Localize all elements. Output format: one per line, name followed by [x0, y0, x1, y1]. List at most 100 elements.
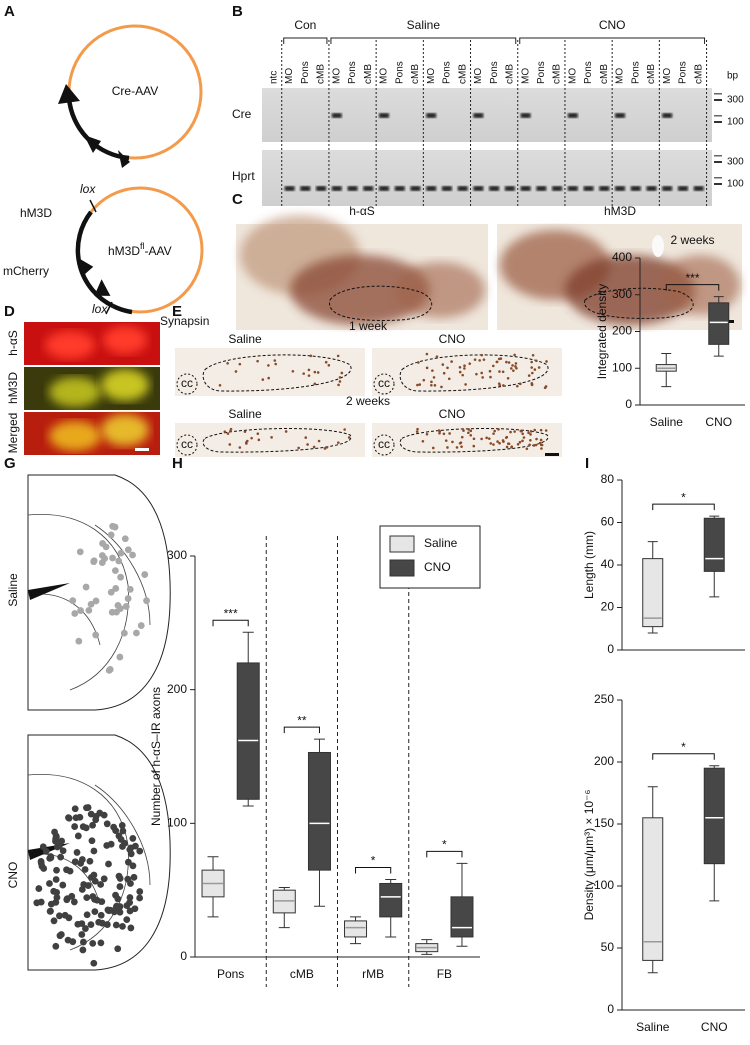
cell — [533, 368, 537, 371]
cell — [493, 429, 496, 433]
image-label: hM3D — [604, 204, 636, 218]
cc-outline — [176, 434, 198, 456]
cell — [507, 442, 510, 445]
cell-dot — [117, 549, 125, 557]
cell-dot — [107, 531, 115, 539]
significance-bracket — [665, 284, 720, 291]
cell — [472, 444, 476, 448]
cell-dot — [119, 923, 126, 930]
cell — [528, 443, 531, 447]
cell-dot — [143, 597, 150, 605]
cell — [509, 367, 513, 370]
cell-dot — [127, 850, 135, 858]
y-tick-label: 0 — [607, 1002, 614, 1016]
y-axis-label: Number of h-αS–IR axons — [149, 687, 163, 826]
cell — [418, 383, 422, 386]
cell-dot — [112, 921, 120, 929]
cell-dot — [78, 931, 86, 938]
cell — [238, 362, 242, 366]
cell-dot — [129, 551, 136, 559]
cell — [506, 376, 510, 380]
plasmid-name: hM3Dfl-AAV — [108, 241, 172, 258]
cell-dot — [87, 921, 95, 929]
cell-dot — [97, 911, 105, 919]
lane-label: Pons — [583, 61, 594, 84]
ladder-band — [714, 93, 722, 95]
lane-label: Pons — [300, 61, 311, 84]
cell-dot — [137, 622, 145, 629]
cell — [535, 437, 538, 441]
cell — [527, 374, 531, 377]
cell — [425, 366, 429, 370]
cell — [450, 360, 453, 363]
channel-label: Merged — [6, 413, 20, 454]
cell — [518, 440, 522, 444]
cell — [267, 364, 270, 367]
cell — [432, 376, 436, 379]
cell-dot — [87, 600, 95, 608]
cell-dot — [107, 840, 115, 848]
image-label: h-αS — [349, 204, 375, 218]
group-label: Saline — [6, 573, 20, 607]
lane-label: MO — [567, 68, 578, 84]
cell — [530, 366, 533, 369]
ladder-band — [714, 183, 722, 185]
cell-dot — [35, 885, 43, 892]
cell — [498, 370, 501, 373]
cell — [229, 427, 233, 431]
row-title: 1 week — [349, 319, 388, 333]
cell-dot — [105, 667, 113, 674]
scale-bar — [545, 453, 559, 456]
cell — [435, 355, 439, 358]
cell-dot — [71, 805, 79, 813]
cell — [256, 359, 259, 363]
whisker — [313, 738, 325, 907]
cell — [270, 436, 273, 439]
cell — [246, 439, 249, 443]
significance-label: * — [371, 854, 376, 868]
lane-label: cMB — [363, 64, 374, 84]
cell-dot — [88, 837, 96, 845]
cell — [304, 436, 308, 439]
cell — [274, 362, 278, 366]
cell-dot — [121, 839, 129, 847]
whisker — [713, 296, 724, 357]
cell-dot — [118, 822, 126, 829]
cell — [533, 428, 537, 432]
box — [236, 662, 260, 800]
cell — [544, 429, 548, 432]
significance-bracket — [652, 753, 715, 760]
gel-band — [410, 186, 421, 191]
cell — [257, 438, 261, 442]
cell-dot — [74, 920, 82, 928]
cell-dot — [101, 555, 109, 562]
significance-bracket — [355, 866, 392, 874]
cell-dot — [59, 847, 67, 855]
cell — [515, 384, 519, 388]
box — [642, 817, 664, 961]
gel-band — [615, 186, 626, 191]
cell-dot — [122, 603, 130, 610]
significance-label: *** — [224, 606, 238, 620]
cell-dot — [124, 595, 132, 602]
cell — [302, 372, 305, 375]
cell-dot — [63, 896, 71, 904]
micrograph — [372, 348, 562, 396]
cell — [444, 439, 448, 442]
cell — [501, 370, 505, 374]
lane-label: ntc — [269, 71, 280, 84]
cell — [497, 382, 501, 385]
cell-dot — [58, 837, 66, 845]
cell-dot — [131, 905, 139, 913]
cell-dot — [105, 907, 113, 915]
cell — [505, 435, 509, 439]
cell — [250, 436, 253, 440]
cell-dot — [136, 847, 144, 855]
cell-dot — [97, 939, 105, 947]
cell — [514, 365, 517, 368]
cell-dot — [53, 866, 60, 874]
y-tick-label: 300 — [167, 548, 187, 562]
whisker — [278, 886, 290, 929]
cell — [313, 370, 317, 374]
lane-label: MO — [662, 68, 673, 84]
